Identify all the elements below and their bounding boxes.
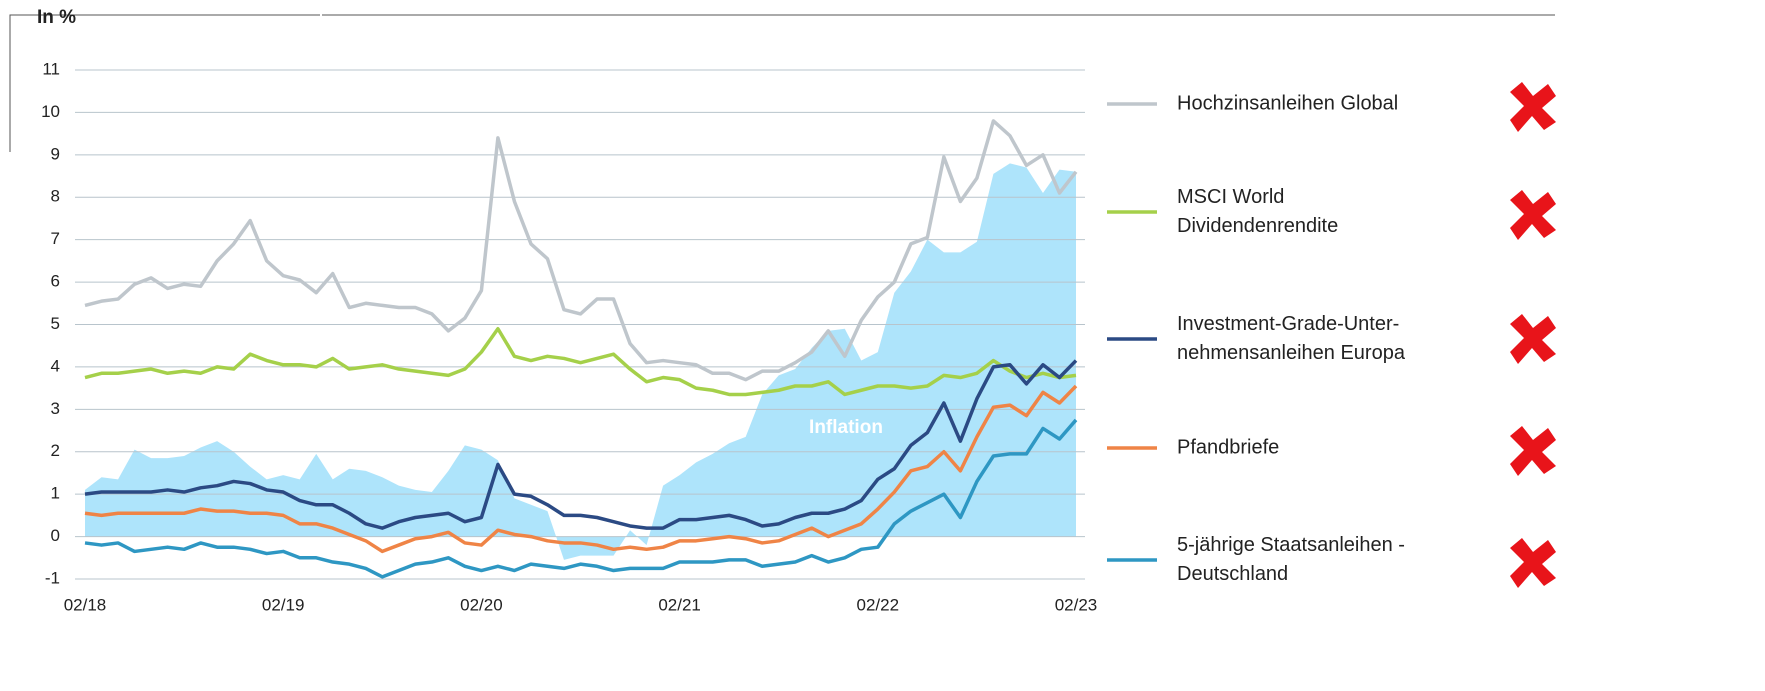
remove-icon[interactable] xyxy=(1510,538,1556,588)
legend-label: Hochzinsanleihen Global xyxy=(1177,92,1399,115)
legend-label: Investment-Grade-Unter- nehmensanleihen … xyxy=(1177,313,1405,364)
frame xyxy=(9,14,1555,152)
y-tick-label: 7 xyxy=(51,229,60,248)
y-tick-label: 0 xyxy=(51,526,60,545)
remove-icon[interactable] xyxy=(1510,314,1556,364)
grid xyxy=(75,69,1085,580)
series-line xyxy=(84,119,1078,382)
remove-icon[interactable] xyxy=(1510,82,1556,132)
x-tick-label: 02/18 xyxy=(64,595,107,614)
series-line xyxy=(84,359,1078,530)
x-tick-label: 02/19 xyxy=(262,595,305,614)
y-axis-label: In % xyxy=(37,7,76,28)
x-tick-label: 02/23 xyxy=(1055,595,1098,614)
y-tick-label: 4 xyxy=(51,356,60,375)
x-tick-label: 02/21 xyxy=(658,595,701,614)
y-tick-label: 2 xyxy=(51,441,60,460)
series-line xyxy=(84,326,1077,397)
y-tick-label: 1 xyxy=(51,484,60,503)
y-tick-label: -1 xyxy=(45,568,60,587)
area-label: Inflation xyxy=(809,417,883,438)
y-tick-label: 11 xyxy=(42,59,60,78)
series-line xyxy=(84,418,1078,579)
y-tick-label: 3 xyxy=(51,399,60,418)
y-tick-label: 10 xyxy=(41,102,60,121)
inflation-area xyxy=(85,163,1076,560)
y-tick-label: 6 xyxy=(51,272,60,291)
remove-icon[interactable] xyxy=(1510,426,1556,476)
legend-label: Pfandbriefe xyxy=(1177,436,1280,459)
legend-label: 5-jährige Staatsanleihen - Deutschland xyxy=(1177,534,1405,585)
y-tick-label: 5 xyxy=(51,314,60,333)
remove-icon[interactable] xyxy=(1510,190,1556,240)
x-tick-label: 02/20 xyxy=(460,595,503,614)
y-tick-label: 8 xyxy=(51,187,60,206)
x-tick-label: 02/22 xyxy=(857,595,900,614)
legend-label: MSCI World Dividendenrendite xyxy=(1177,186,1339,237)
series-line xyxy=(84,384,1078,554)
remove-icons[interactable] xyxy=(1510,82,1556,588)
y-tick-label: 9 xyxy=(51,144,60,163)
